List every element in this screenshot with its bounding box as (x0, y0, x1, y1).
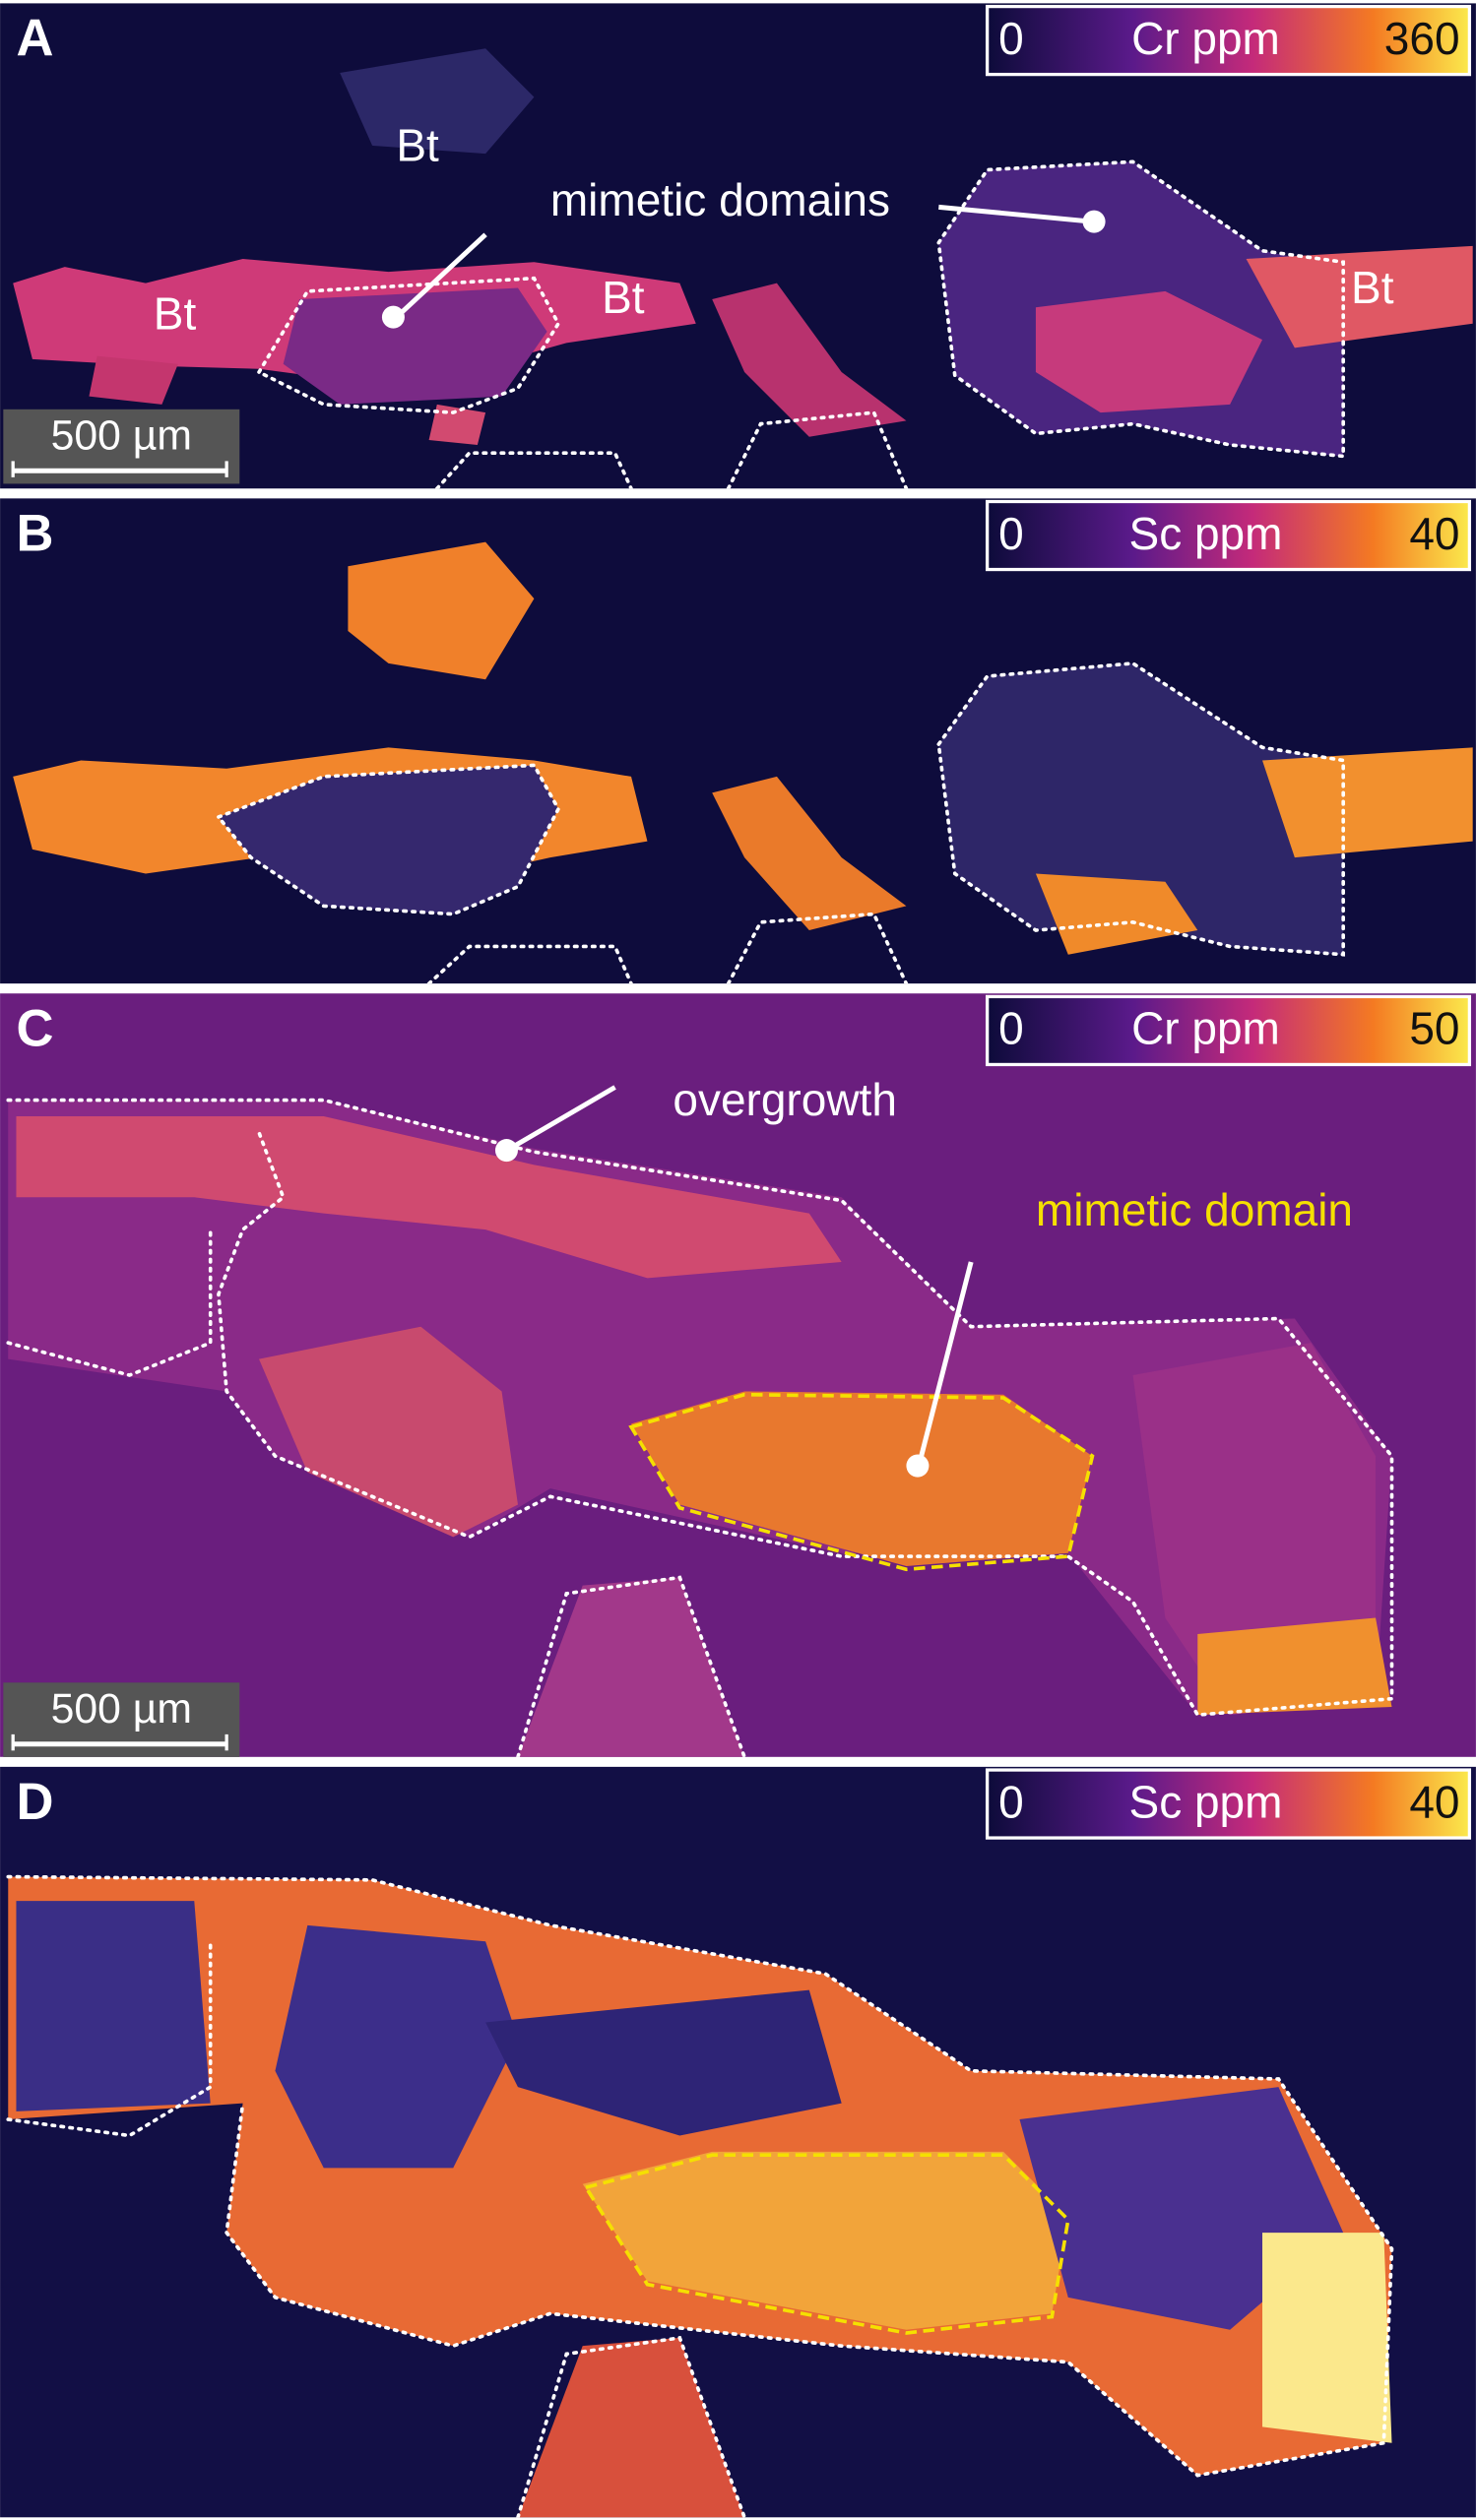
colorbar-min: 0 (998, 508, 1024, 559)
panel-image (0, 498, 1476, 984)
panel-image (0, 3, 1476, 489)
panel-label: A (16, 10, 53, 68)
colorbar-max: 360 (1384, 13, 1460, 64)
colorbar-min: 0 (998, 13, 1024, 64)
colorbar-label: Cr ppm (1131, 1003, 1280, 1054)
colorbar-label: Sc ppm (1129, 1776, 1283, 1827)
colorbar-min: 0 (998, 1003, 1024, 1054)
annotation: Bt (154, 287, 197, 339)
colorbar-label: Sc ppm (1129, 508, 1283, 559)
scale-bar-label: 500 µm (51, 412, 192, 460)
colorbar (985, 1768, 1472, 1840)
colorbar-min: 0 (998, 1776, 1024, 1827)
panel-image (0, 993, 1476, 1757)
colorbar (985, 994, 1472, 1067)
annotation: mimetic domain (1036, 1184, 1353, 1235)
colorbar-max: 40 (1409, 1776, 1459, 1827)
annotation: Bt (396, 119, 439, 170)
colorbar (985, 499, 1472, 572)
annotation: Bt (602, 272, 645, 323)
panel-label: D (16, 1773, 53, 1831)
colorbar (985, 4, 1472, 77)
scale-bar-label: 500 µm (51, 1685, 192, 1732)
annotation: Bt (1351, 262, 1394, 313)
annotation: overgrowth (673, 1074, 897, 1125)
overlay: A 0 Cr ppm 360 Bt mimetic domains Bt Bt Bt 500 µm… (3, 4, 1472, 1840)
colorbar-max: 40 (1409, 508, 1459, 559)
colorbar-label: Cr ppm (1131, 13, 1280, 64)
annotation: mimetic domains (550, 174, 890, 225)
panel-image (0, 1766, 1476, 2518)
panel-label: C (16, 999, 53, 1057)
panel-label: B (16, 505, 53, 563)
colorbar-max: 50 (1409, 1003, 1459, 1054)
